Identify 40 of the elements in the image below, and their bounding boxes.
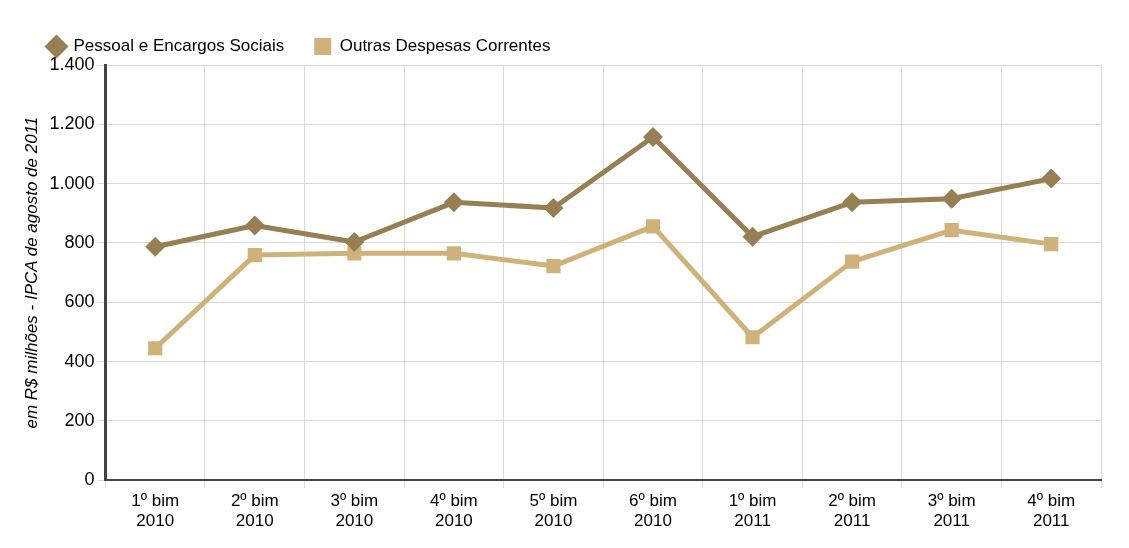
- x-tick-label: 3º bim 2010: [330, 491, 379, 531]
- point: [145, 236, 166, 257]
- x-tick-label: 1º bim 2010: [131, 491, 180, 531]
- x-tick-label: 6º bim 2010: [629, 491, 677, 531]
- y-tick-label: 200: [64, 409, 95, 430]
- y-axis-title: em R$ milhões - IPCA de agosto de 2011: [21, 116, 41, 429]
- y-tick-label: 0: [84, 469, 95, 490]
- x-tick-label: 2º bim 2010: [230, 491, 279, 531]
- point: [742, 226, 763, 247]
- point: [546, 259, 561, 274]
- point: [643, 127, 663, 148]
- point: [842, 192, 863, 213]
- x-tick-label: 2º bim 2011: [828, 491, 876, 531]
- x-tick-label: 5º bim 2010: [529, 491, 578, 531]
- point: [1044, 237, 1059, 252]
- point: [443, 192, 464, 213]
- point: [446, 246, 461, 261]
- legend-label: Pessoal e Encargos Sociais: [73, 36, 285, 56]
- x-tick-label: 3º bim 2011: [927, 491, 976, 531]
- point: [745, 330, 760, 345]
- point: [247, 248, 262, 263]
- point: [645, 219, 661, 234]
- x-tick-label: 1º bim 2011: [728, 491, 777, 531]
- point: [543, 197, 564, 218]
- y-tick-label: 1.400: [49, 53, 95, 74]
- point: [1041, 168, 1062, 189]
- point: [148, 341, 163, 356]
- y-tick-label: 800: [64, 231, 95, 252]
- point: [845, 254, 860, 269]
- point: [244, 215, 265, 236]
- y-tick-label: 1.000: [49, 172, 95, 193]
- legend-label: Outras Despesas Correntes: [339, 36, 551, 56]
- x-tick-label: 4º bim 2010: [430, 491, 478, 531]
- point: [941, 188, 962, 209]
- y-tick-label: 1.200: [49, 113, 95, 134]
- point: [944, 223, 959, 238]
- y-tick-label: 600: [64, 291, 95, 312]
- y-tick-label: 400: [64, 350, 95, 371]
- point: [344, 232, 365, 253]
- x-tick-label: 4º bim 2011: [1027, 491, 1076, 531]
